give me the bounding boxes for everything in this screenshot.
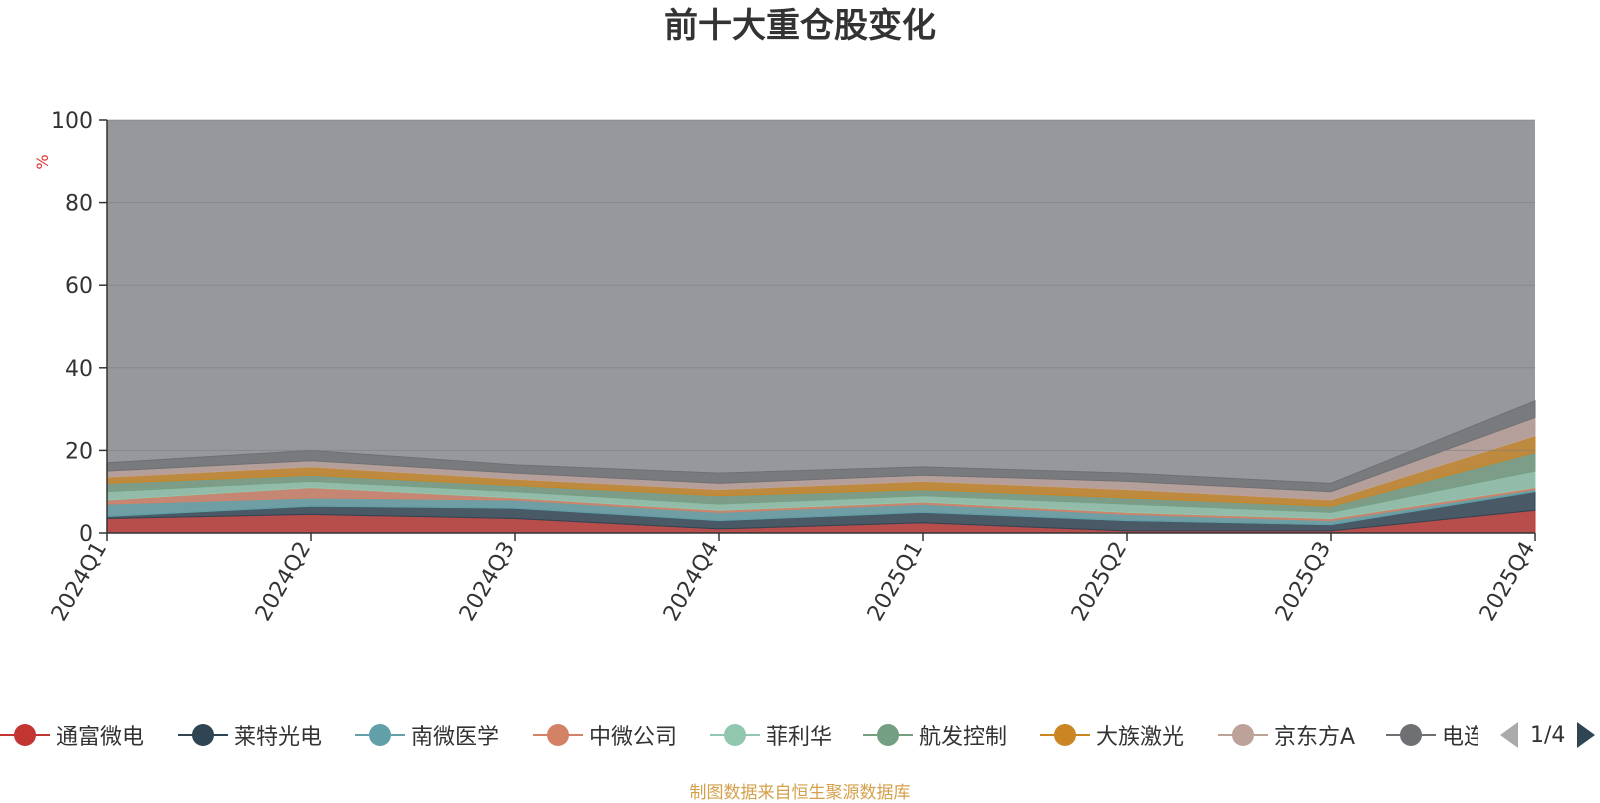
legend-item[interactable]: 航发控制 [863, 715, 1007, 755]
legend-items: 通富微电 莱特光电 南微医学 中微公司 菲利华 航发控制 大族激光 京东方A 电连技术 [0, 715, 1478, 755]
x-axis-ticks: 2024Q1 2024Q2 2024Q3 2024Q4 2025Q1 2025Q2 2025… [47, 533, 1540, 626]
legend-marker-icon [1040, 724, 1090, 746]
legend: 通富微电 莱特光电 南微医学 中微公司 菲利华 航发控制 大族激光 京东方A 电连技术 1/4 [0, 715, 1600, 755]
y-tick-label: 0 [79, 522, 93, 547]
y-axis-unit-label: % [33, 154, 52, 169]
legend-item[interactable]: 中微公司 [533, 715, 677, 755]
y-tick-label: 60 [65, 274, 93, 299]
legend-item[interactable]: 莱特光电 [178, 715, 322, 755]
x-tick-label: 2024Q2 [251, 538, 316, 626]
chart-title: 前十大重仓股变化 [664, 6, 936, 46]
x-tick-label: 2025Q2 [1067, 538, 1132, 626]
next-page-icon[interactable] [1575, 720, 1597, 750]
y-tick-label: 80 [65, 192, 93, 217]
legend-marker-icon [0, 724, 50, 746]
x-tick-label: 2024Q4 [659, 538, 724, 626]
grid-lines [107, 119, 1535, 451]
legend-item[interactable]: 通富微电 [0, 715, 144, 755]
legend-label: 航发控制 [919, 725, 1008, 750]
legend-label: 中微公司 [589, 725, 678, 750]
y-tick-label: 100 [51, 109, 93, 134]
legend-item[interactable]: 大族激光 [1040, 715, 1184, 755]
legend-item[interactable]: 电连技术 [1386, 715, 1478, 755]
x-tick-label: 2024Q1 [47, 538, 112, 626]
y-axis-ticks: 0 20 40 60 80 100 [51, 109, 107, 547]
legend-item[interactable]: 菲利华 [710, 715, 832, 755]
y-tick-label: 40 [65, 357, 93, 382]
legend-label: 电连技术 [1442, 725, 1478, 750]
x-tick-label: 2025Q3 [1271, 538, 1336, 626]
legend-label: 通富微电 [56, 725, 145, 750]
legend-label: 菲利华 [766, 725, 833, 750]
legend-label: 京东方A [1274, 725, 1356, 750]
legend-marker-icon [355, 724, 405, 746]
legend-marker-icon [863, 724, 913, 746]
legend-marker-icon [1386, 724, 1436, 746]
legend-item[interactable]: 南微医学 [355, 715, 499, 755]
y-tick-label: 20 [65, 439, 93, 464]
legend-label: 大族激光 [1096, 725, 1185, 750]
legend-marker-icon [710, 724, 760, 746]
legend-marker-icon [178, 724, 228, 746]
legend-label: 莱特光电 [234, 725, 323, 750]
area-series-8 [106, 400, 1536, 493]
x-tick-label: 2024Q3 [455, 538, 520, 626]
legend-marker-icon [533, 724, 583, 746]
area-layers [106, 400, 1536, 534]
legend-label: 南微医学 [411, 725, 500, 750]
x-tick-label: 2025Q1 [863, 538, 928, 626]
previous-page-icon[interactable] [1498, 720, 1520, 750]
data-source-footer: 制图数据来自恒生聚源数据库 [689, 783, 911, 803]
legend-marker-icon [1218, 724, 1268, 746]
axes [106, 120, 1535, 534]
legend-page-indicator: 1/4 [1530, 722, 1566, 748]
legend-item[interactable]: 京东方A [1218, 715, 1355, 755]
legend-pager: 1/4 [1498, 715, 1597, 755]
x-tick-label: 2025Q4 [1475, 538, 1540, 626]
